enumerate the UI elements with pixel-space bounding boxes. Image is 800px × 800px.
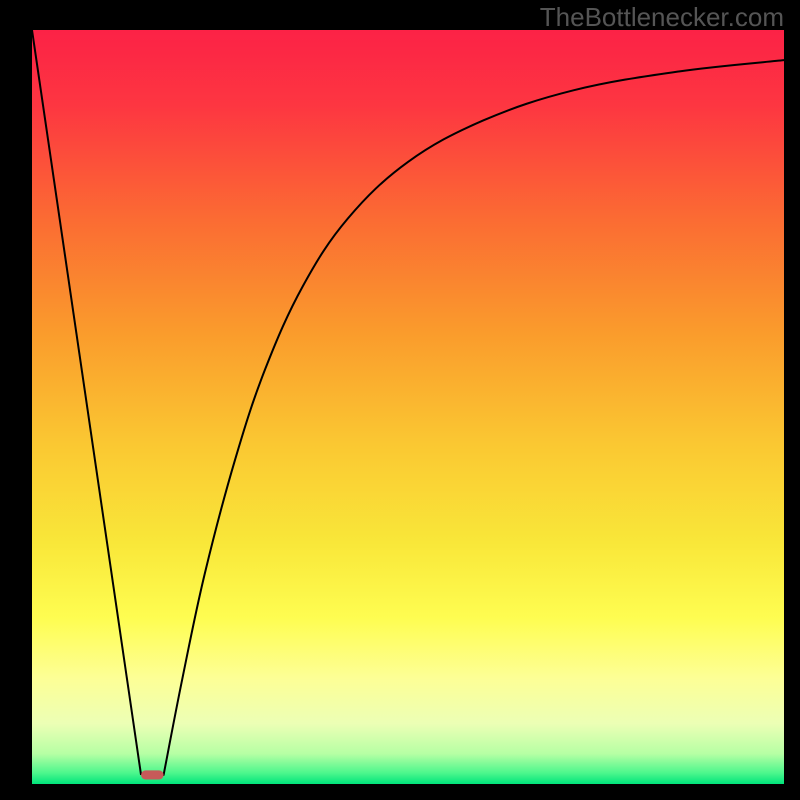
watermark-text: TheBottlenecker.com [540,2,784,33]
plot-area [32,30,784,784]
right-curve-line [164,60,784,775]
chart-outer-frame [0,0,800,800]
left-slope-line [32,30,141,775]
plateau-marker [141,770,164,779]
chart-svg [32,30,784,784]
